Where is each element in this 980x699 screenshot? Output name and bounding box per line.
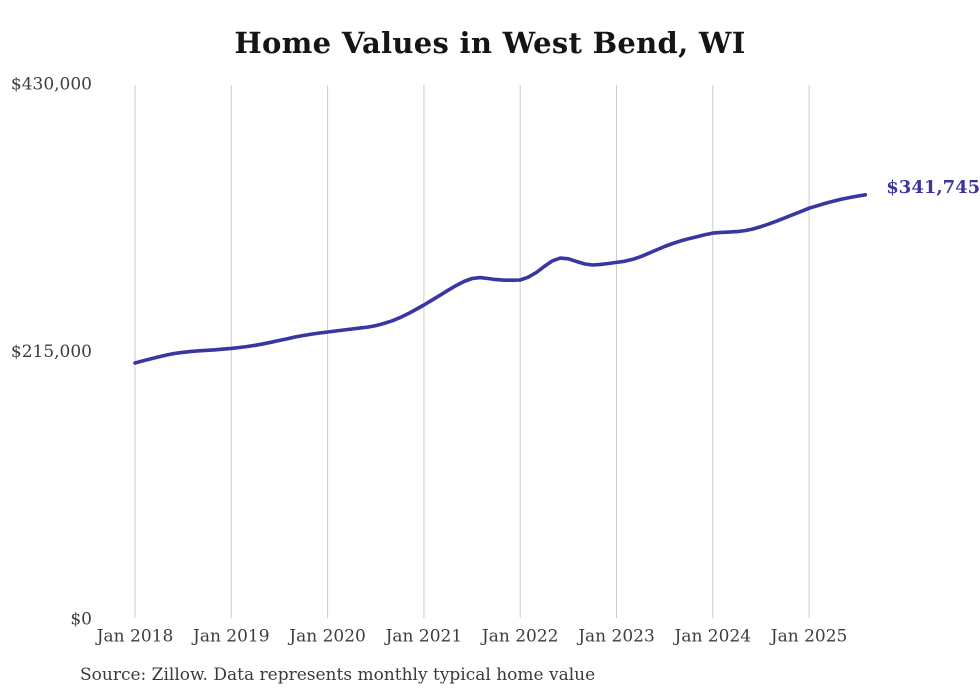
y-axis-tick-label: $0: [70, 610, 92, 630]
x-axis-tick-label: Jan 2018: [95, 627, 174, 647]
home-value-line-series: [133, 193, 868, 365]
x-axis-tick-label: Jan 2023: [576, 627, 655, 647]
end-value-label: $341,745: [886, 177, 980, 198]
y-axis-labels-group: $430,000 $215,000 $0: [11, 75, 92, 630]
x-axis-tick-label: Jan 2019: [191, 627, 270, 647]
y-axis-tick-label: $215,000: [11, 342, 92, 362]
x-axis-tick-label: Jan 2025: [769, 627, 848, 647]
x-axis-tick-label: Jan 2021: [384, 627, 463, 647]
gridlines-group: [134, 85, 810, 618]
x-axis-labels-group: Jan 2018 Jan 2019 Jan 2020 Jan 2021 Jan 2022…: [95, 627, 848, 647]
x-axis-tick-label: Jan 2022: [480, 627, 559, 647]
y-axis-tick-label: $430,000: [11, 75, 92, 95]
source-note: Source: Zillow. Data represents monthly …: [80, 665, 596, 685]
x-axis-tick-label: Jan 2020: [287, 627, 366, 647]
chart-title: Home Values in West Bend, WI: [234, 26, 746, 60]
x-axis-tick-label: Jan 2024: [673, 627, 752, 647]
